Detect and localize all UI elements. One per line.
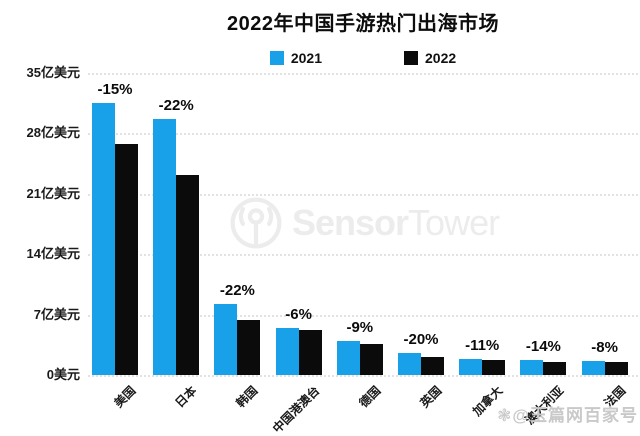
bar-2021-韩国 [214, 304, 238, 375]
bar-2022-中国港澳台 [298, 330, 322, 375]
change-label-中国港澳台: -6% [285, 305, 312, 323]
change-label-美国: -15% [97, 81, 133, 99]
legend-label-2021: 2021 [290, 50, 322, 66]
change-label-德国: -9% [346, 319, 374, 337]
bar-2021-法国 [581, 361, 605, 375]
change-label-澳大利亚: -14% [525, 337, 561, 355]
bar-2022-美国 [115, 143, 138, 375]
y-axis-tick-label: 14亿美元 [26, 246, 80, 262]
bar-2021-德国 [336, 341, 360, 375]
legend-swatch-2022 [404, 51, 418, 65]
y-axis-tick-label: 35亿美元 [26, 65, 80, 80]
change-label-日本: -22% [158, 96, 194, 114]
bar-2021-中国港澳台 [275, 327, 299, 375]
legend-label-2022: 2022 [425, 50, 457, 66]
bar-2021-美国 [92, 103, 115, 375]
gridline [88, 254, 638, 257]
bar-2022-英国 [421, 356, 444, 375]
change-label-韩国: -22% [219, 282, 255, 300]
legend-item-2022: 2022 [404, 50, 456, 66]
y-axis-tick-label: 0美元 [46, 367, 80, 382]
legend-item-2021: 2021 [269, 50, 322, 66]
bar-2022-韩国 [237, 319, 261, 375]
bar-2022-日本 [176, 174, 200, 375]
x-axis-label-美国: 美国 [111, 383, 139, 411]
x-axis-label-中国港澳台: 中国港澳台 [269, 383, 322, 436]
y-axis-tick-label: 7亿美元 [33, 306, 80, 322]
gridline [88, 375, 638, 377]
bar-2021-日本 [153, 118, 177, 375]
legend: 2021 2022 [88, 50, 638, 66]
x-axis-label-法国: 法国 [601, 383, 628, 411]
bar-2021-加拿大 [459, 358, 483, 375]
bar-2022-法国 [604, 362, 628, 375]
x-axis-label-澳大利亚: 澳大利亚 [522, 383, 567, 428]
change-label-英国: -20% [403, 330, 439, 348]
change-label-法国: -8% [591, 339, 618, 357]
gridline [88, 193, 638, 196]
bar-2021-澳大利亚 [520, 359, 544, 375]
y-axis-tick-label: 28亿美元 [26, 125, 80, 141]
gridline [88, 133, 638, 136]
gridline [88, 73, 638, 75]
x-axis-label-日本: 日本 [172, 383, 200, 411]
bar-2022-澳大利亚 [543, 362, 567, 375]
chart-title: 2022年中国手游热门出海市场 [227, 13, 499, 35]
y-axis-tick-label: 21亿美元 [26, 185, 80, 201]
gridline [88, 314, 638, 317]
x-axis-label-德国: 德国 [356, 383, 384, 411]
bar-2022-加拿大 [482, 360, 506, 375]
legend-swatch-2021 [269, 51, 284, 65]
change-label-加拿大: -11% [465, 336, 500, 354]
x-axis-label-韩国: 韩国 [233, 383, 261, 411]
bar-2021-英国 [398, 352, 421, 375]
x-axis-label-加拿大: 加拿大 [470, 383, 506, 419]
bar-2022-德国 [359, 343, 383, 375]
x-axis-label-英国: 英国 [417, 383, 445, 411]
